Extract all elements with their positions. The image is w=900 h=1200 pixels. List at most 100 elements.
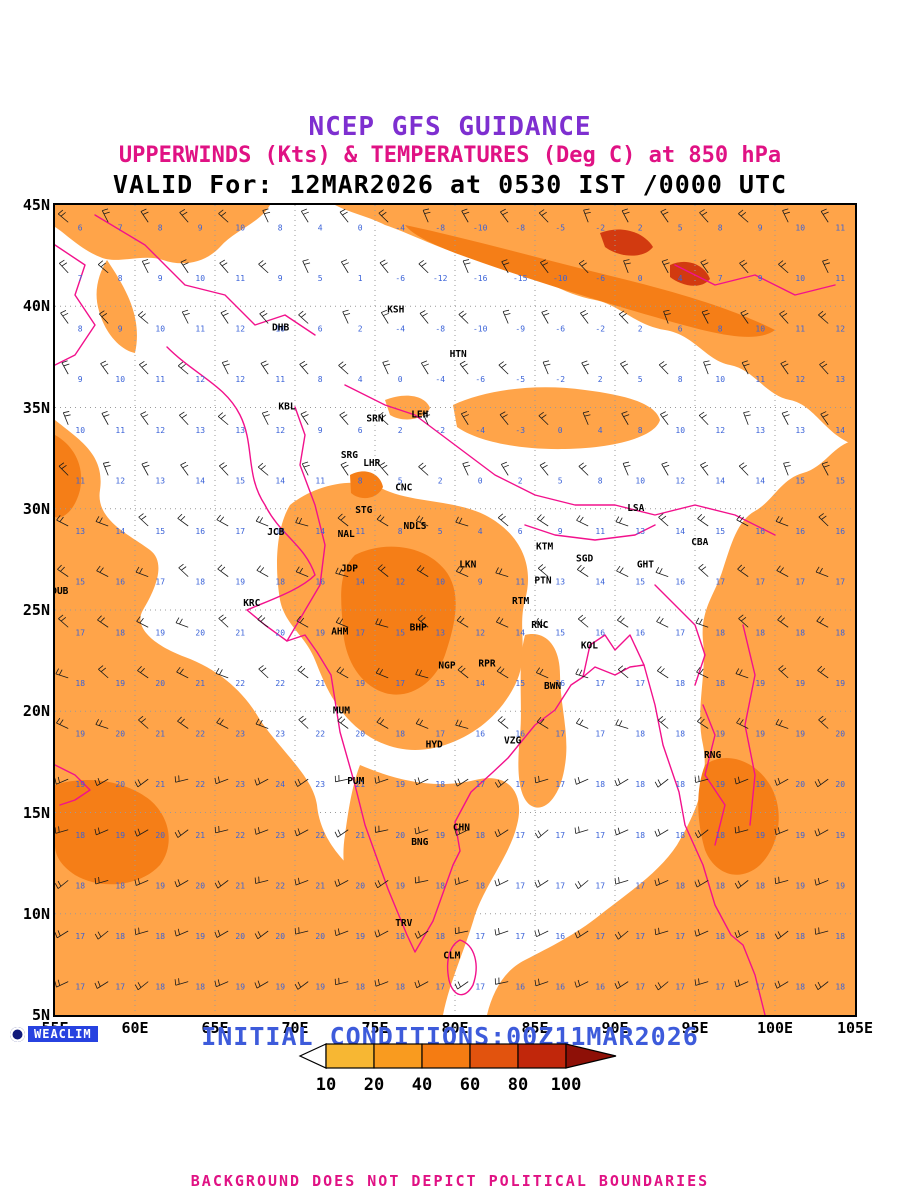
svg-text:10: 10 bbox=[75, 426, 85, 435]
svg-text:17: 17 bbox=[475, 780, 485, 789]
svg-text:8: 8 bbox=[278, 223, 283, 232]
svg-text:16: 16 bbox=[515, 730, 525, 739]
svg-text:1: 1 bbox=[358, 274, 363, 283]
svg-text:17: 17 bbox=[235, 527, 245, 536]
svg-text:13: 13 bbox=[635, 527, 645, 536]
station-label-srg: SRG bbox=[341, 450, 358, 461]
svg-text:-2: -2 bbox=[435, 426, 445, 435]
svg-text:16: 16 bbox=[555, 932, 565, 941]
svg-text:8: 8 bbox=[118, 274, 123, 283]
svg-text:-10: -10 bbox=[473, 223, 488, 232]
svg-text:18: 18 bbox=[795, 932, 805, 941]
colorbar-seg-4 bbox=[469, 1043, 519, 1069]
svg-text:7: 7 bbox=[78, 274, 83, 283]
svg-text:8: 8 bbox=[318, 375, 323, 384]
lat-axis-label: 25N bbox=[22, 601, 50, 619]
svg-text:19: 19 bbox=[795, 730, 805, 739]
svg-text:16: 16 bbox=[595, 628, 605, 637]
svg-text:13: 13 bbox=[835, 375, 845, 384]
svg-text:13: 13 bbox=[195, 426, 205, 435]
station-label-ght: GHT bbox=[637, 559, 654, 570]
svg-text:-8: -8 bbox=[435, 325, 445, 334]
svg-text:18: 18 bbox=[715, 881, 725, 890]
svg-text:18: 18 bbox=[395, 983, 405, 992]
lon-axis-label: 100E bbox=[756, 1019, 794, 1037]
svg-text:16: 16 bbox=[275, 527, 285, 536]
station-label-hyd: HYD bbox=[426, 740, 443, 751]
colorbar-seg-2 bbox=[373, 1043, 423, 1069]
chart-title: NCEP GFS GUIDANCE bbox=[308, 112, 592, 142]
lon-axis-label: 80E bbox=[441, 1019, 469, 1037]
svg-text:11: 11 bbox=[835, 274, 845, 283]
svg-text:18: 18 bbox=[635, 730, 645, 739]
svg-text:18: 18 bbox=[435, 932, 445, 941]
svg-text:-6: -6 bbox=[395, 274, 405, 283]
svg-text:18: 18 bbox=[755, 881, 765, 890]
station-label-rnc: RNC bbox=[531, 620, 548, 631]
svg-text:12: 12 bbox=[115, 476, 125, 485]
svg-text:18: 18 bbox=[435, 780, 445, 789]
svg-text:19: 19 bbox=[355, 679, 365, 688]
station-label-ngp: NGP bbox=[438, 661, 455, 672]
lat-axis-label: 5N bbox=[31, 1006, 50, 1024]
svg-text:11: 11 bbox=[195, 325, 205, 334]
svg-text:22: 22 bbox=[315, 730, 325, 739]
svg-text:9: 9 bbox=[758, 223, 763, 232]
svg-text:9: 9 bbox=[758, 274, 763, 283]
svg-text:18: 18 bbox=[115, 628, 125, 637]
svg-text:17: 17 bbox=[675, 983, 685, 992]
temp-shading-dark bbox=[55, 225, 779, 885]
svg-text:12: 12 bbox=[235, 325, 245, 334]
lon-axis-label: 75E bbox=[361, 1019, 389, 1037]
svg-text:6: 6 bbox=[518, 527, 523, 536]
svg-text:8: 8 bbox=[78, 325, 83, 334]
station-label-rtm: RTM bbox=[512, 596, 529, 607]
station-label-stg: STG bbox=[355, 505, 372, 516]
svg-text:17: 17 bbox=[795, 578, 805, 587]
svg-text:7: 7 bbox=[718, 274, 723, 283]
svg-text:40: 40 bbox=[412, 1075, 432, 1095]
svg-text:15: 15 bbox=[715, 527, 725, 536]
svg-text:16: 16 bbox=[195, 527, 205, 536]
station-label-mum: MUM bbox=[333, 705, 350, 716]
svg-text:21: 21 bbox=[155, 730, 165, 739]
svg-text:20: 20 bbox=[315, 932, 325, 941]
svg-text:4: 4 bbox=[478, 527, 483, 536]
svg-text:19: 19 bbox=[755, 730, 765, 739]
svg-text:18: 18 bbox=[115, 881, 125, 890]
svg-text:14: 14 bbox=[315, 527, 325, 536]
svg-text:18: 18 bbox=[755, 932, 765, 941]
svg-text:10: 10 bbox=[155, 325, 165, 334]
svg-text:17: 17 bbox=[475, 983, 485, 992]
svg-text:17: 17 bbox=[435, 983, 445, 992]
svg-text:13: 13 bbox=[755, 426, 765, 435]
svg-text:10: 10 bbox=[715, 375, 725, 384]
svg-text:18: 18 bbox=[635, 780, 645, 789]
svg-text:17: 17 bbox=[755, 983, 765, 992]
svg-text:20: 20 bbox=[115, 780, 125, 789]
svg-text:11: 11 bbox=[235, 274, 245, 283]
svg-text:-8: -8 bbox=[435, 223, 445, 232]
svg-text:20: 20 bbox=[364, 1075, 384, 1095]
svg-text:6: 6 bbox=[78, 223, 83, 232]
svg-text:6: 6 bbox=[358, 426, 363, 435]
svg-text:16: 16 bbox=[675, 578, 685, 587]
svg-text:22: 22 bbox=[235, 679, 245, 688]
station-label-dhb: DHB bbox=[272, 323, 289, 334]
svg-text:8: 8 bbox=[678, 375, 683, 384]
svg-text:100: 100 bbox=[551, 1075, 582, 1095]
lon-axis-label: 60E bbox=[121, 1019, 149, 1037]
svg-text:9: 9 bbox=[118, 325, 123, 334]
svg-text:4: 4 bbox=[358, 375, 363, 384]
svg-text:17: 17 bbox=[75, 932, 85, 941]
svg-text:21: 21 bbox=[355, 780, 365, 789]
station-label-bng: BNG bbox=[411, 837, 428, 848]
svg-text:15: 15 bbox=[395, 628, 405, 637]
svg-text:20: 20 bbox=[155, 679, 165, 688]
svg-text:18: 18 bbox=[675, 679, 685, 688]
lat-axis-label: 30N bbox=[22, 499, 50, 518]
svg-text:10: 10 bbox=[275, 325, 285, 334]
svg-text:19: 19 bbox=[395, 780, 405, 789]
svg-text:-10: -10 bbox=[473, 325, 488, 334]
svg-text:8: 8 bbox=[398, 527, 403, 536]
